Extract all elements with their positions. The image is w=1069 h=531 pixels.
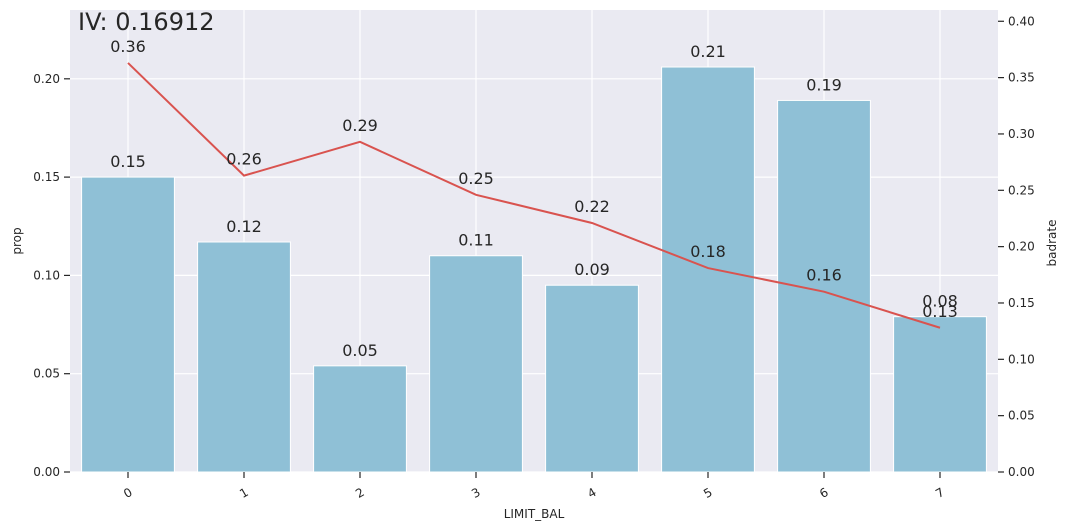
- line-value-label: 0.26: [226, 150, 262, 169]
- x-tick-label: 6: [817, 485, 831, 501]
- bar: [313, 365, 407, 473]
- x-tick-label: 0: [121, 485, 135, 501]
- bar-value-label: 0.09: [574, 260, 610, 279]
- badrate-line-layer: [127, 62, 941, 329]
- left-tick-label: 0.10: [33, 268, 60, 282]
- bar: [429, 255, 523, 473]
- right-tick-label: 0.35: [1008, 71, 1035, 85]
- y2-axis-title: badrate: [1045, 220, 1059, 267]
- bar: [545, 284, 639, 473]
- left-tick-label: 0.00: [33, 465, 60, 479]
- right-tick-label: 0.40: [1008, 14, 1035, 28]
- right-y-axis: 0.00 0.05 0.10 0.15 0.20 0.25 0.30 0.35 0.40: [998, 14, 1035, 479]
- bar-value-label: 0.21: [690, 42, 726, 61]
- bar-value-label: 0.15: [110, 152, 146, 171]
- x-tick-label: 5: [701, 485, 715, 501]
- x-tick-label: 4: [585, 485, 599, 501]
- bar: [777, 99, 871, 473]
- line-value-label: 0.13: [922, 302, 958, 321]
- line-value-label: 0.29: [342, 116, 378, 135]
- line-value-label: 0.36: [110, 37, 146, 56]
- line-value-label: 0.16: [806, 266, 842, 285]
- bar-value-label: 0.11: [458, 231, 494, 250]
- bar-value-label: 0.19: [806, 75, 842, 94]
- left-tick-label: 0.05: [33, 367, 60, 381]
- x-tick-label: 7: [933, 485, 947, 501]
- right-tick-label: 0.30: [1008, 127, 1035, 141]
- bar-value-label: 0.12: [226, 217, 262, 236]
- left-tick-label: 0.20: [33, 72, 60, 86]
- x-axis-title: LIMIT_BAL: [504, 507, 565, 521]
- x-tick-label: 3: [469, 485, 483, 501]
- bar-value-label: 0.05: [342, 341, 378, 360]
- data-labels: 0.15 0.12 0.05 0.11 0.09 0.21 0.19 0.08 0.36 0.26…: [110, 37, 958, 360]
- bar: [197, 241, 291, 473]
- y-axis-title: prop: [10, 227, 24, 254]
- bar: [81, 176, 175, 473]
- left-tick-label: 0.15: [33, 170, 60, 184]
- right-tick-label: 0.00: [1008, 465, 1035, 479]
- bar-value-label: 0.08: [922, 292, 958, 311]
- right-tick-label: 0.15: [1008, 296, 1035, 310]
- line-value-label: 0.22: [574, 197, 610, 216]
- line-value-label: 0.25: [458, 169, 494, 188]
- x-tick-label: 2: [353, 485, 367, 501]
- right-tick-label: 0.05: [1008, 409, 1035, 423]
- badrate-line: [127, 62, 941, 329]
- x-tick-label: 1: [237, 485, 251, 501]
- right-tick-label: 0.20: [1008, 240, 1035, 254]
- right-tick-label: 0.25: [1008, 183, 1035, 197]
- right-tick-label: 0.10: [1008, 352, 1035, 366]
- x-axis: 0 1 2 3 4 5 6 7: [121, 472, 947, 501]
- bar: [893, 316, 987, 473]
- line-value-label: 0.18: [690, 242, 726, 261]
- bar: [661, 66, 755, 473]
- bars: [81, 66, 987, 473]
- chart-title: IV: 0.16912: [78, 8, 215, 36]
- left-y-axis: 0.00 0.05 0.10 0.15 0.20: [33, 72, 70, 479]
